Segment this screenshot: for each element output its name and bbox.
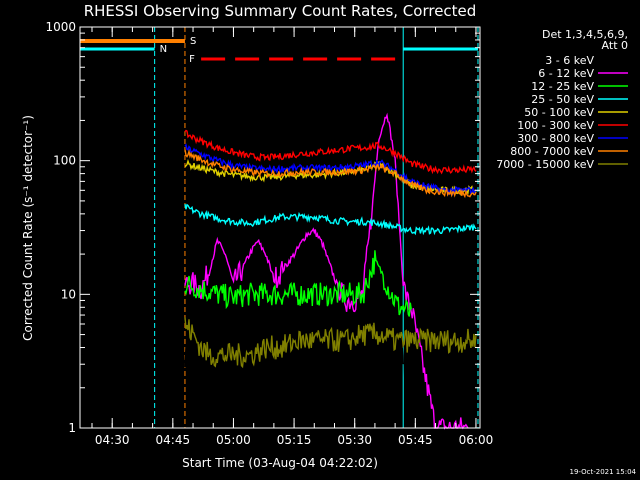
x-tick-label-2: 05:00 — [216, 433, 251, 447]
y-tick-label-0: 1 — [68, 421, 76, 435]
night-flag-label: N — [160, 44, 167, 55]
legend-label-6: 300 - 800 keV — [517, 132, 594, 145]
y-axis-label: Corrected Count Rate (s⁻¹ detector⁻¹) — [21, 115, 35, 341]
legend-header-1: Det 1,3,4,5,6,9, — [542, 28, 628, 41]
y-tick-label-3: 1000 — [45, 20, 76, 34]
legend-label-2: 12 - 25 keV — [531, 80, 594, 93]
legend-label-5: 100 - 300 keV — [517, 119, 594, 132]
series-line-2 — [184, 250, 412, 317]
saa-flag-label: S — [190, 36, 196, 47]
flare-flag-label: F — [189, 54, 195, 65]
x-tick-label-6: 06:00 — [459, 433, 494, 447]
plot-frame — [79, 26, 481, 429]
series-lines — [184, 112, 477, 430]
legend-header-2: Att 0 — [602, 39, 628, 52]
legend-label-8: 7000 - 15000 keV — [496, 158, 594, 171]
x-tick-label-1: 04:45 — [156, 433, 191, 447]
series-line-7 — [184, 148, 477, 199]
x-tick-label-0: 04:30 — [95, 433, 130, 447]
series-line-8 — [184, 317, 477, 369]
chart-title: RHESSI Observing Summary Count Rates, Co… — [84, 2, 477, 20]
legend-label-3: 25 - 50 keV — [531, 93, 594, 106]
series-line-3 — [184, 203, 477, 236]
legend-label-0: 3 - 6 keV — [545, 54, 594, 67]
axis-ticks: 1 10 100 1000 04:30 04:45 05:00 05:15 05:30 05:45… — [45, 20, 493, 447]
legend-label-4: 50 - 100 keV — [524, 106, 594, 119]
x-axis-label: Start Time (03-Aug-04 04:22:02) — [182, 456, 378, 470]
legend-label-1: 6 - 12 keV — [538, 67, 594, 80]
timestamp-stamp: 19-Oct-2021 15:04 — [570, 468, 637, 476]
y-tick-label-2: 100 — [53, 154, 76, 168]
status-flags: S N F — [80, 36, 478, 65]
x-tick-label-4: 05:30 — [337, 433, 372, 447]
y-tick-label-1: 10 — [61, 287, 76, 301]
series-line-0 — [184, 124, 412, 420]
series-line-5 — [184, 129, 477, 175]
x-tick-label-5: 05:45 — [398, 433, 433, 447]
legend-label-7: 800 - 7000 keV — [510, 145, 594, 158]
x-tick-label-3: 05:15 — [277, 433, 312, 447]
series-line-1 — [184, 112, 469, 430]
